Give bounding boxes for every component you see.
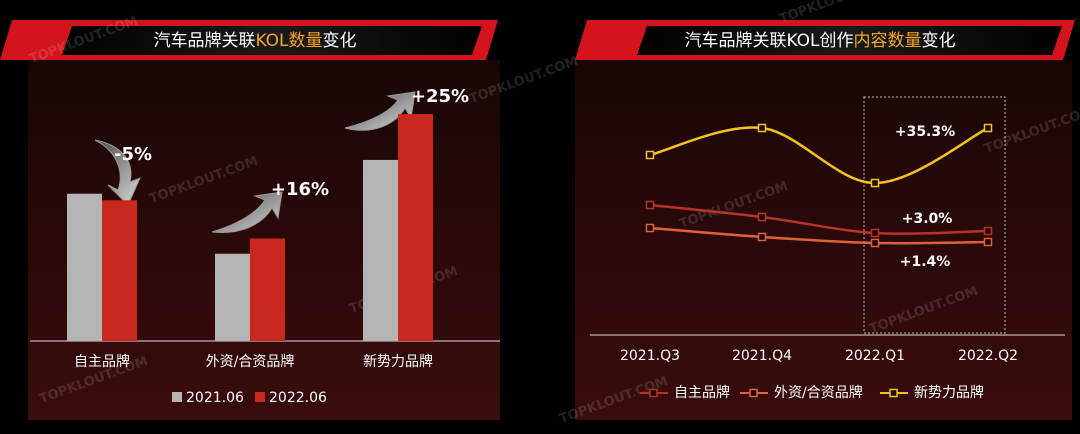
legend-label: 新势力品牌 [914, 384, 984, 401]
x-tick-label: 自主品牌 [74, 353, 130, 370]
arrow-up [344, 91, 416, 131]
point [870, 178, 880, 188]
point [983, 123, 993, 133]
title-part: KOL数量 [255, 31, 322, 51]
legend-marker [889, 388, 898, 398]
bar [67, 193, 102, 341]
arrow-up [211, 191, 283, 234]
legend-label: 自主品牌 [674, 384, 730, 401]
x-tick-label: 2021.Q3 [620, 348, 680, 364]
legend-label: 2022.06 [269, 390, 327, 406]
x-tick-label: 新势力品牌 [363, 353, 433, 370]
line [649, 126, 989, 185]
highlight-box [863, 96, 1006, 334]
bar [398, 114, 433, 341]
banner-inner-left [62, 26, 482, 55]
point [757, 212, 767, 222]
x-tick-label: 2022.Q2 [958, 348, 1018, 364]
chart-title: 汽车品牌关联KOL数量变化 [153, 31, 356, 51]
point [757, 232, 767, 242]
bar [250, 238, 285, 341]
point [757, 123, 767, 133]
title-part: 汽车品牌关联 [153, 31, 255, 51]
x-tick-label: 2022.Q1 [845, 348, 905, 364]
legend-label: 外资/合资品牌 [774, 384, 863, 401]
banner-inner-right [637, 26, 1062, 55]
legend-label: 2021.06 [186, 390, 244, 406]
title-part: 汽车品牌关联KOL创作 [684, 31, 853, 51]
title-part: 内容数量 [854, 31, 922, 51]
annotation: +16% [271, 179, 329, 200]
legend-marker [749, 388, 758, 398]
title-part: 变化 [323, 31, 357, 51]
point [870, 238, 880, 248]
x-tick-label: 2021.Q4 [732, 348, 792, 364]
annotation: +1.4% [900, 254, 951, 270]
point [645, 223, 655, 233]
title-part: 变化 [922, 31, 956, 51]
point [645, 200, 655, 210]
annotation: +35.3% [895, 124, 955, 140]
annotation: -5% [114, 144, 152, 165]
legend-marker [649, 388, 658, 398]
bar [215, 253, 250, 341]
bar [102, 200, 137, 341]
point [983, 226, 993, 236]
line [649, 226, 989, 245]
point [645, 150, 655, 160]
line [649, 203, 989, 235]
legend-swatch [172, 392, 182, 402]
chart-title: 汽车品牌关联KOL创作内容数量变化 [684, 31, 955, 51]
annotation: +25% [411, 86, 469, 107]
annotation: +3.0% [902, 211, 953, 227]
legend-swatch [255, 392, 265, 402]
point [983, 237, 993, 247]
point [870, 228, 880, 238]
x-tick-label: 外资/合资品牌 [206, 353, 295, 370]
bar [363, 159, 398, 341]
